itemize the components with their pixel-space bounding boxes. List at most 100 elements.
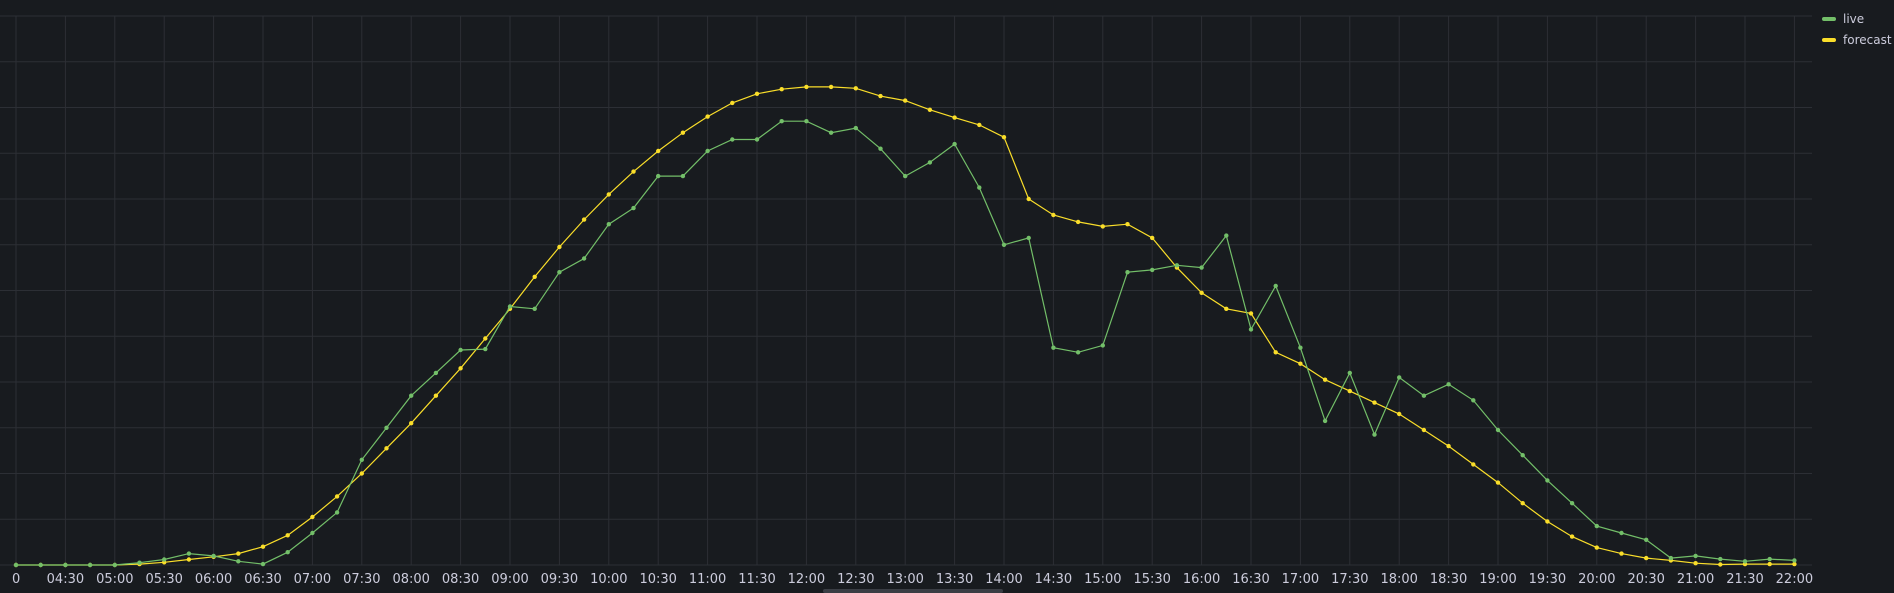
data-point <box>63 562 68 568</box>
data-point <box>260 561 266 567</box>
horizontal-scrollbar[interactable] <box>823 589 1003 593</box>
data-point <box>186 551 192 556</box>
data-point <box>532 274 537 279</box>
data-point <box>952 141 957 147</box>
data-point <box>1199 290 1204 295</box>
data-point <box>433 370 439 376</box>
data-point <box>1397 411 1402 417</box>
data-point <box>1322 377 1328 382</box>
data-point <box>1001 135 1007 140</box>
data-point <box>631 169 636 174</box>
data-point <box>507 304 513 309</box>
legend[interactable]: live forecast <box>1822 12 1892 47</box>
x-tick-label: 10:00 <box>590 572 627 587</box>
data-point <box>606 192 611 197</box>
x-tick-label: 12:30 <box>837 572 874 587</box>
data-point <box>1372 432 1377 437</box>
data-point <box>1421 427 1427 433</box>
data-point <box>1718 556 1723 562</box>
x-tick-label: 20:00 <box>1578 572 1615 587</box>
data-point <box>828 84 834 90</box>
x-tick-label: 14:30 <box>1035 572 1072 587</box>
data-point <box>1125 222 1130 227</box>
data-point <box>977 185 982 190</box>
legend-item-forecast[interactable]: forecast <box>1822 33 1892 47</box>
data-point <box>1224 233 1229 238</box>
data-point <box>1545 478 1550 483</box>
data-point <box>1075 219 1081 225</box>
data-point <box>779 87 784 92</box>
x-tick-label: 13:30 <box>936 572 973 587</box>
series-forecast <box>13 84 1797 568</box>
x-tick-label: 19:30 <box>1529 572 1566 587</box>
x-tick-label: 05:30 <box>145 572 182 587</box>
data-point <box>680 173 686 179</box>
x-tick-label: 18:00 <box>1380 572 1417 587</box>
data-point <box>409 393 414 398</box>
x-tick-label: 17:00 <box>1282 572 1319 587</box>
data-point <box>1792 558 1797 563</box>
x-tick-label: 10:30 <box>639 572 676 587</box>
data-point <box>112 562 118 568</box>
data-point <box>1520 501 1525 506</box>
data-point <box>1051 345 1056 350</box>
data-point <box>754 137 760 142</box>
data-point <box>137 560 142 565</box>
data-point <box>310 514 315 520</box>
x-tick-label: 18:30 <box>1430 572 1467 587</box>
data-point <box>927 107 933 113</box>
data-point <box>606 222 611 227</box>
x-tick-label: 11:00 <box>689 572 726 587</box>
data-point <box>1051 212 1056 218</box>
data-point <box>1100 224 1106 229</box>
data-point <box>310 530 315 536</box>
x-tick-label: 06:00 <box>195 572 232 587</box>
data-point <box>878 146 883 151</box>
x-tick-label: 21:30 <box>1726 572 1763 587</box>
data-point <box>853 86 858 91</box>
data-point <box>236 559 241 564</box>
data-point <box>285 550 290 555</box>
x-tick-label: 16:30 <box>1232 572 1269 587</box>
data-point <box>1668 555 1674 561</box>
data-point <box>853 125 858 131</box>
data-point <box>779 119 784 124</box>
data-point <box>483 346 488 352</box>
data-point <box>1372 400 1377 405</box>
data-point <box>1471 462 1476 467</box>
data-point <box>680 130 686 135</box>
data-point <box>581 217 587 222</box>
data-point <box>458 366 463 371</box>
data-point <box>557 244 562 250</box>
data-point <box>1495 427 1501 433</box>
legend-item-live[interactable]: live <box>1822 12 1864 26</box>
x-tick-label: 12:00 <box>788 572 825 587</box>
data-point <box>804 119 809 124</box>
data-point <box>754 91 760 97</box>
data-point <box>557 270 562 275</box>
data-point <box>1693 553 1698 559</box>
data-point <box>483 336 488 341</box>
data-point <box>1619 530 1624 536</box>
x-tick-label: 08:00 <box>392 572 429 587</box>
data-point <box>285 533 290 538</box>
x-tick-label: 14:00 <box>985 572 1022 587</box>
data-point <box>1446 443 1451 449</box>
data-point <box>927 160 933 165</box>
data-point <box>458 347 463 353</box>
data-point <box>828 130 834 135</box>
data-point <box>1397 375 1402 380</box>
x-tick-label: 11:30 <box>738 572 775 587</box>
x-tick-label: 05:00 <box>96 572 133 587</box>
data-point <box>532 306 537 311</box>
x-tick-label: 06:30 <box>244 572 281 587</box>
data-point <box>977 122 982 128</box>
legend-swatch <box>1822 17 1836 21</box>
data-point <box>1199 265 1204 270</box>
data-point <box>1248 327 1254 332</box>
data-point <box>1742 559 1748 564</box>
data-point <box>631 205 636 211</box>
data-point <box>1767 561 1772 567</box>
x-tick-label: 07:30 <box>343 572 380 587</box>
